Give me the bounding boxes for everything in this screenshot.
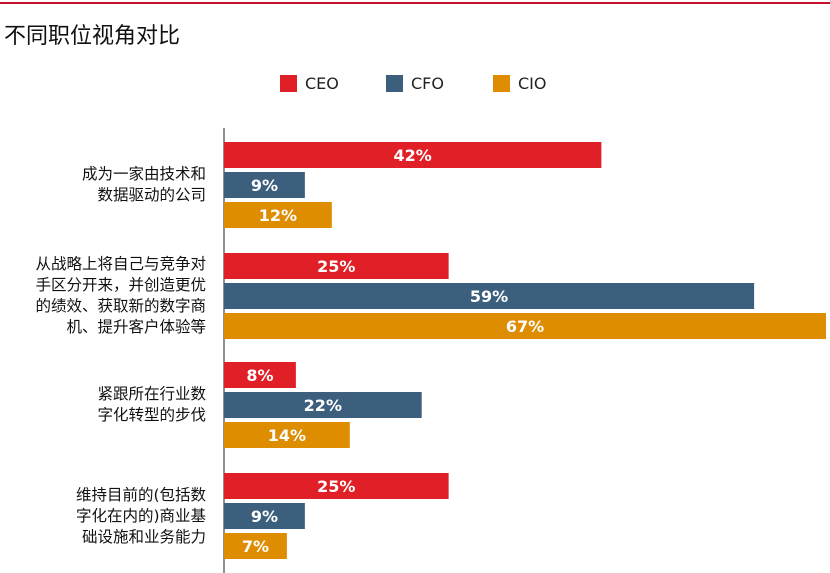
legend-item-ceo: CEO [280, 74, 339, 93]
category-label-line: 从战略上将自己与竞争对 [35, 255, 206, 273]
legend-swatch [386, 75, 403, 92]
bar-cfo-3 [224, 392, 422, 418]
data-label-cio-4: 7% [242, 537, 269, 556]
chart-title: 不同职位视角对比 [4, 24, 181, 49]
legend-swatch [493, 75, 510, 92]
category-label-1: 成为一家由技术和数据驱动的公司 [82, 164, 206, 206]
data-label-cio-3: 14% [268, 426, 306, 445]
bar-cfo-1 [224, 172, 305, 198]
category-label-line: 维持目前的(包括数 [75, 485, 206, 504]
legend-label: CIO [518, 74, 547, 93]
data-label-cio-2: 67% [506, 317, 544, 336]
data-label-cfo-3: 22% [304, 396, 342, 415]
bar-ceo-1 [224, 142, 602, 168]
category-label-line: 的绩效、获取新的数字商 [35, 297, 206, 315]
legend-label: CFO [411, 74, 444, 93]
category-label-line: 成为一家由技术和 [81, 165, 206, 183]
data-label-ceo-1: 42% [394, 146, 432, 165]
bar-ceo-2 [224, 253, 449, 279]
legend-item-cio: CIO [493, 74, 546, 93]
data-label-ceo-2: 25% [317, 257, 355, 276]
bar-ceo-4 [224, 473, 449, 499]
legend-label: CEO [305, 74, 339, 93]
data-label-cfo-1: 9% [251, 176, 278, 195]
bar-cio-1 [224, 202, 332, 228]
data-label-cfo-4: 9% [251, 507, 278, 526]
bar-ceo-3 [224, 362, 296, 388]
bar-cfo-4 [224, 503, 305, 529]
data-label-ceo-4: 25% [317, 477, 355, 496]
category-label-line: 数据驱动的公司 [97, 186, 206, 204]
legend-swatch [280, 75, 297, 92]
category-label-4: 维持目前的(包括数 字化在内的)商业基 础设施和业务能力 [76, 485, 206, 548]
category-label-line: 机、提升客户体验等 [66, 318, 206, 336]
bar-cio-4 [224, 533, 287, 559]
data-label-ceo-3: 8% [246, 366, 273, 385]
bar-cio-2 [224, 313, 826, 339]
legend-item-cfo: CFO [386, 74, 444, 93]
top-accent-rule [0, 2, 830, 4]
legend: CEO CFO CIO [0, 74, 830, 94]
bar-cio-3 [224, 422, 350, 448]
bar-cfo-2 [224, 283, 755, 309]
category-label-line: 紧跟所在行业数 [97, 385, 206, 403]
category-label-line: 字化转型的步伐 [97, 406, 206, 424]
category-label-line: 手区分开来，并创造更优 [35, 276, 206, 294]
category-label-3: 紧跟所在行业数 字化转型的步伐 [97, 384, 206, 426]
data-label-cfo-2: 59% [470, 287, 508, 306]
category-label-line: 字化在内的)商业基 [75, 506, 206, 525]
category-label-line: 础设施和业务能力 [81, 527, 206, 546]
data-label-cio-1: 12% [259, 206, 297, 225]
category-label-2: 从战略上将自己与竞争对 手区分开来，并创造更优 的绩效、获取新的数字商机、提升客户体… [35, 254, 206, 338]
